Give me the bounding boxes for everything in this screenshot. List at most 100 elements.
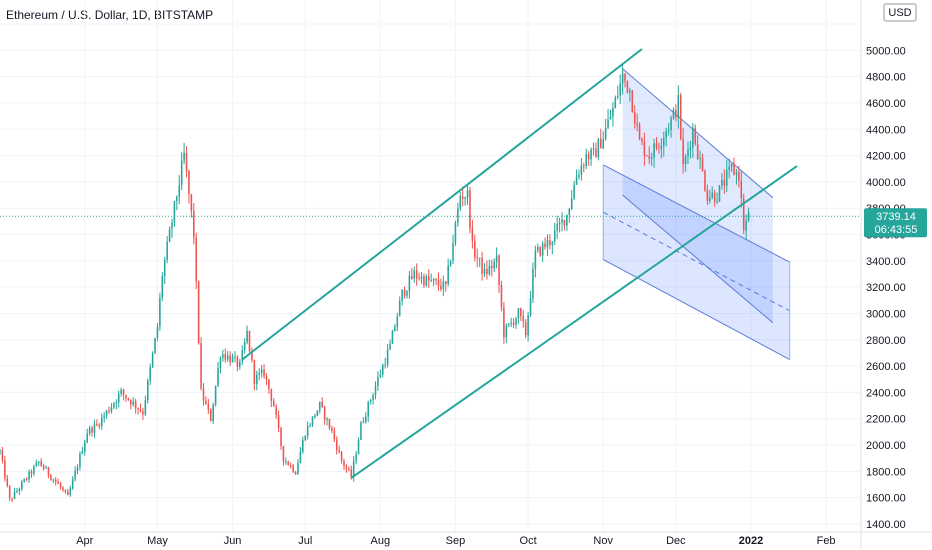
regression-channel-upper[interactable] <box>602 164 790 263</box>
candle-body <box>246 330 248 343</box>
candle-body <box>74 470 76 480</box>
candle-body <box>725 170 728 186</box>
candle-body <box>524 321 527 336</box>
channel-drawings[interactable] <box>602 68 791 360</box>
candle-body <box>684 156 687 165</box>
candle-body <box>362 421 365 423</box>
x-tick-label: Jun <box>224 535 242 547</box>
candle-body <box>209 409 212 422</box>
candle-body <box>294 471 297 475</box>
candle-body <box>515 318 517 325</box>
candle-body <box>612 107 614 117</box>
trendlines[interactable] <box>241 48 798 479</box>
candle-body <box>272 400 275 407</box>
y-tick-label: 2400.00 <box>866 387 906 399</box>
descending-channel-upper[interactable] <box>622 68 774 199</box>
x-tick-label: Nov <box>593 535 613 547</box>
time-axis[interactable]: Apr May Jun Jul Aug Sep Oct Nov Dec 2022 Feb <box>0 531 932 547</box>
candle-body <box>483 269 486 274</box>
candle-body <box>149 367 151 381</box>
descending-channel-lower[interactable] <box>622 194 774 324</box>
candle-body <box>219 357 222 369</box>
candle-body <box>558 222 561 224</box>
y-tick-label: 1800.00 <box>866 466 906 478</box>
candle-body <box>679 95 682 139</box>
candle-body <box>449 260 452 266</box>
candle-body <box>345 466 348 469</box>
candle-body <box>200 343 202 389</box>
candle-body <box>391 330 394 344</box>
candle-body <box>689 147 692 150</box>
ascending-channel-lower[interactable] <box>350 165 798 479</box>
candle-body <box>50 475 52 480</box>
regression-channel-lower[interactable] <box>602 259 790 360</box>
candle-body <box>711 192 714 198</box>
candle-body <box>125 394 127 399</box>
descending-channel-area[interactable] <box>622 68 773 323</box>
candle-body <box>151 353 154 368</box>
y-tick-label: 4800.00 <box>866 72 906 84</box>
candle-body <box>229 355 231 363</box>
candle-body <box>127 398 130 401</box>
candle-body <box>670 117 672 131</box>
candle-body <box>289 465 292 467</box>
y-tick-label: 2800.00 <box>866 335 906 347</box>
candle-body <box>197 281 200 344</box>
candle-body <box>406 291 408 296</box>
candle-body <box>275 406 277 416</box>
candle-body <box>350 469 353 478</box>
candle-body <box>553 230 556 242</box>
candle-body <box>4 460 6 479</box>
candle-body <box>740 180 743 199</box>
candle-body <box>159 297 161 327</box>
candle-body <box>646 155 648 157</box>
candle-body <box>696 143 699 159</box>
candle-body <box>241 350 244 362</box>
y-tick-label: 3000.00 <box>866 308 906 320</box>
candle-body <box>398 300 401 317</box>
candle-body <box>607 119 609 128</box>
candle-body <box>105 410 108 416</box>
regression-channel-area[interactable] <box>603 164 790 360</box>
candle-body <box>268 379 270 390</box>
candle-body <box>541 243 544 256</box>
candle-body <box>263 369 265 377</box>
candle-body <box>23 479 26 482</box>
currency-badge[interactable] <box>883 3 917 22</box>
candle-body <box>372 395 374 401</box>
y-tick-label: 2600.00 <box>866 361 906 373</box>
candle-body <box>96 424 98 426</box>
candle-body <box>573 184 575 199</box>
candle-body <box>323 406 326 420</box>
candle-body <box>166 241 168 260</box>
candle-body <box>37 461 40 463</box>
candle-body <box>624 73 626 81</box>
last-price-countdown: 06:43:55 <box>875 224 918 236</box>
candle-body <box>108 410 110 412</box>
candle-body <box>490 266 493 269</box>
regression-channel-mid[interactable] <box>602 211 790 312</box>
candle-body <box>520 308 522 316</box>
candle-body <box>178 185 181 197</box>
candle-body <box>687 149 689 157</box>
candle-body <box>590 149 592 160</box>
candle-body <box>394 326 396 331</box>
ascending-channel-upper[interactable] <box>241 48 643 361</box>
price-axis[interactable]: USD 1400.00 1600.00 1800.00 2000.00 2200.00 2… <box>860 0 917 550</box>
last-price-tag: 3739.14 06:43:55 <box>864 208 927 238</box>
candle-body <box>539 246 542 256</box>
candle-body <box>527 315 529 336</box>
candle-body <box>653 143 655 158</box>
candle-body <box>117 393 120 403</box>
candle-body <box>411 275 413 280</box>
candle-body <box>154 337 156 354</box>
candle-body <box>604 127 607 139</box>
candle-body <box>522 315 525 322</box>
candle-body <box>609 116 612 120</box>
candle-body <box>0 450 1 452</box>
candle-body <box>418 277 420 280</box>
candle-body <box>704 171 706 191</box>
candle-body <box>231 356 234 363</box>
candle-body <box>435 279 437 281</box>
